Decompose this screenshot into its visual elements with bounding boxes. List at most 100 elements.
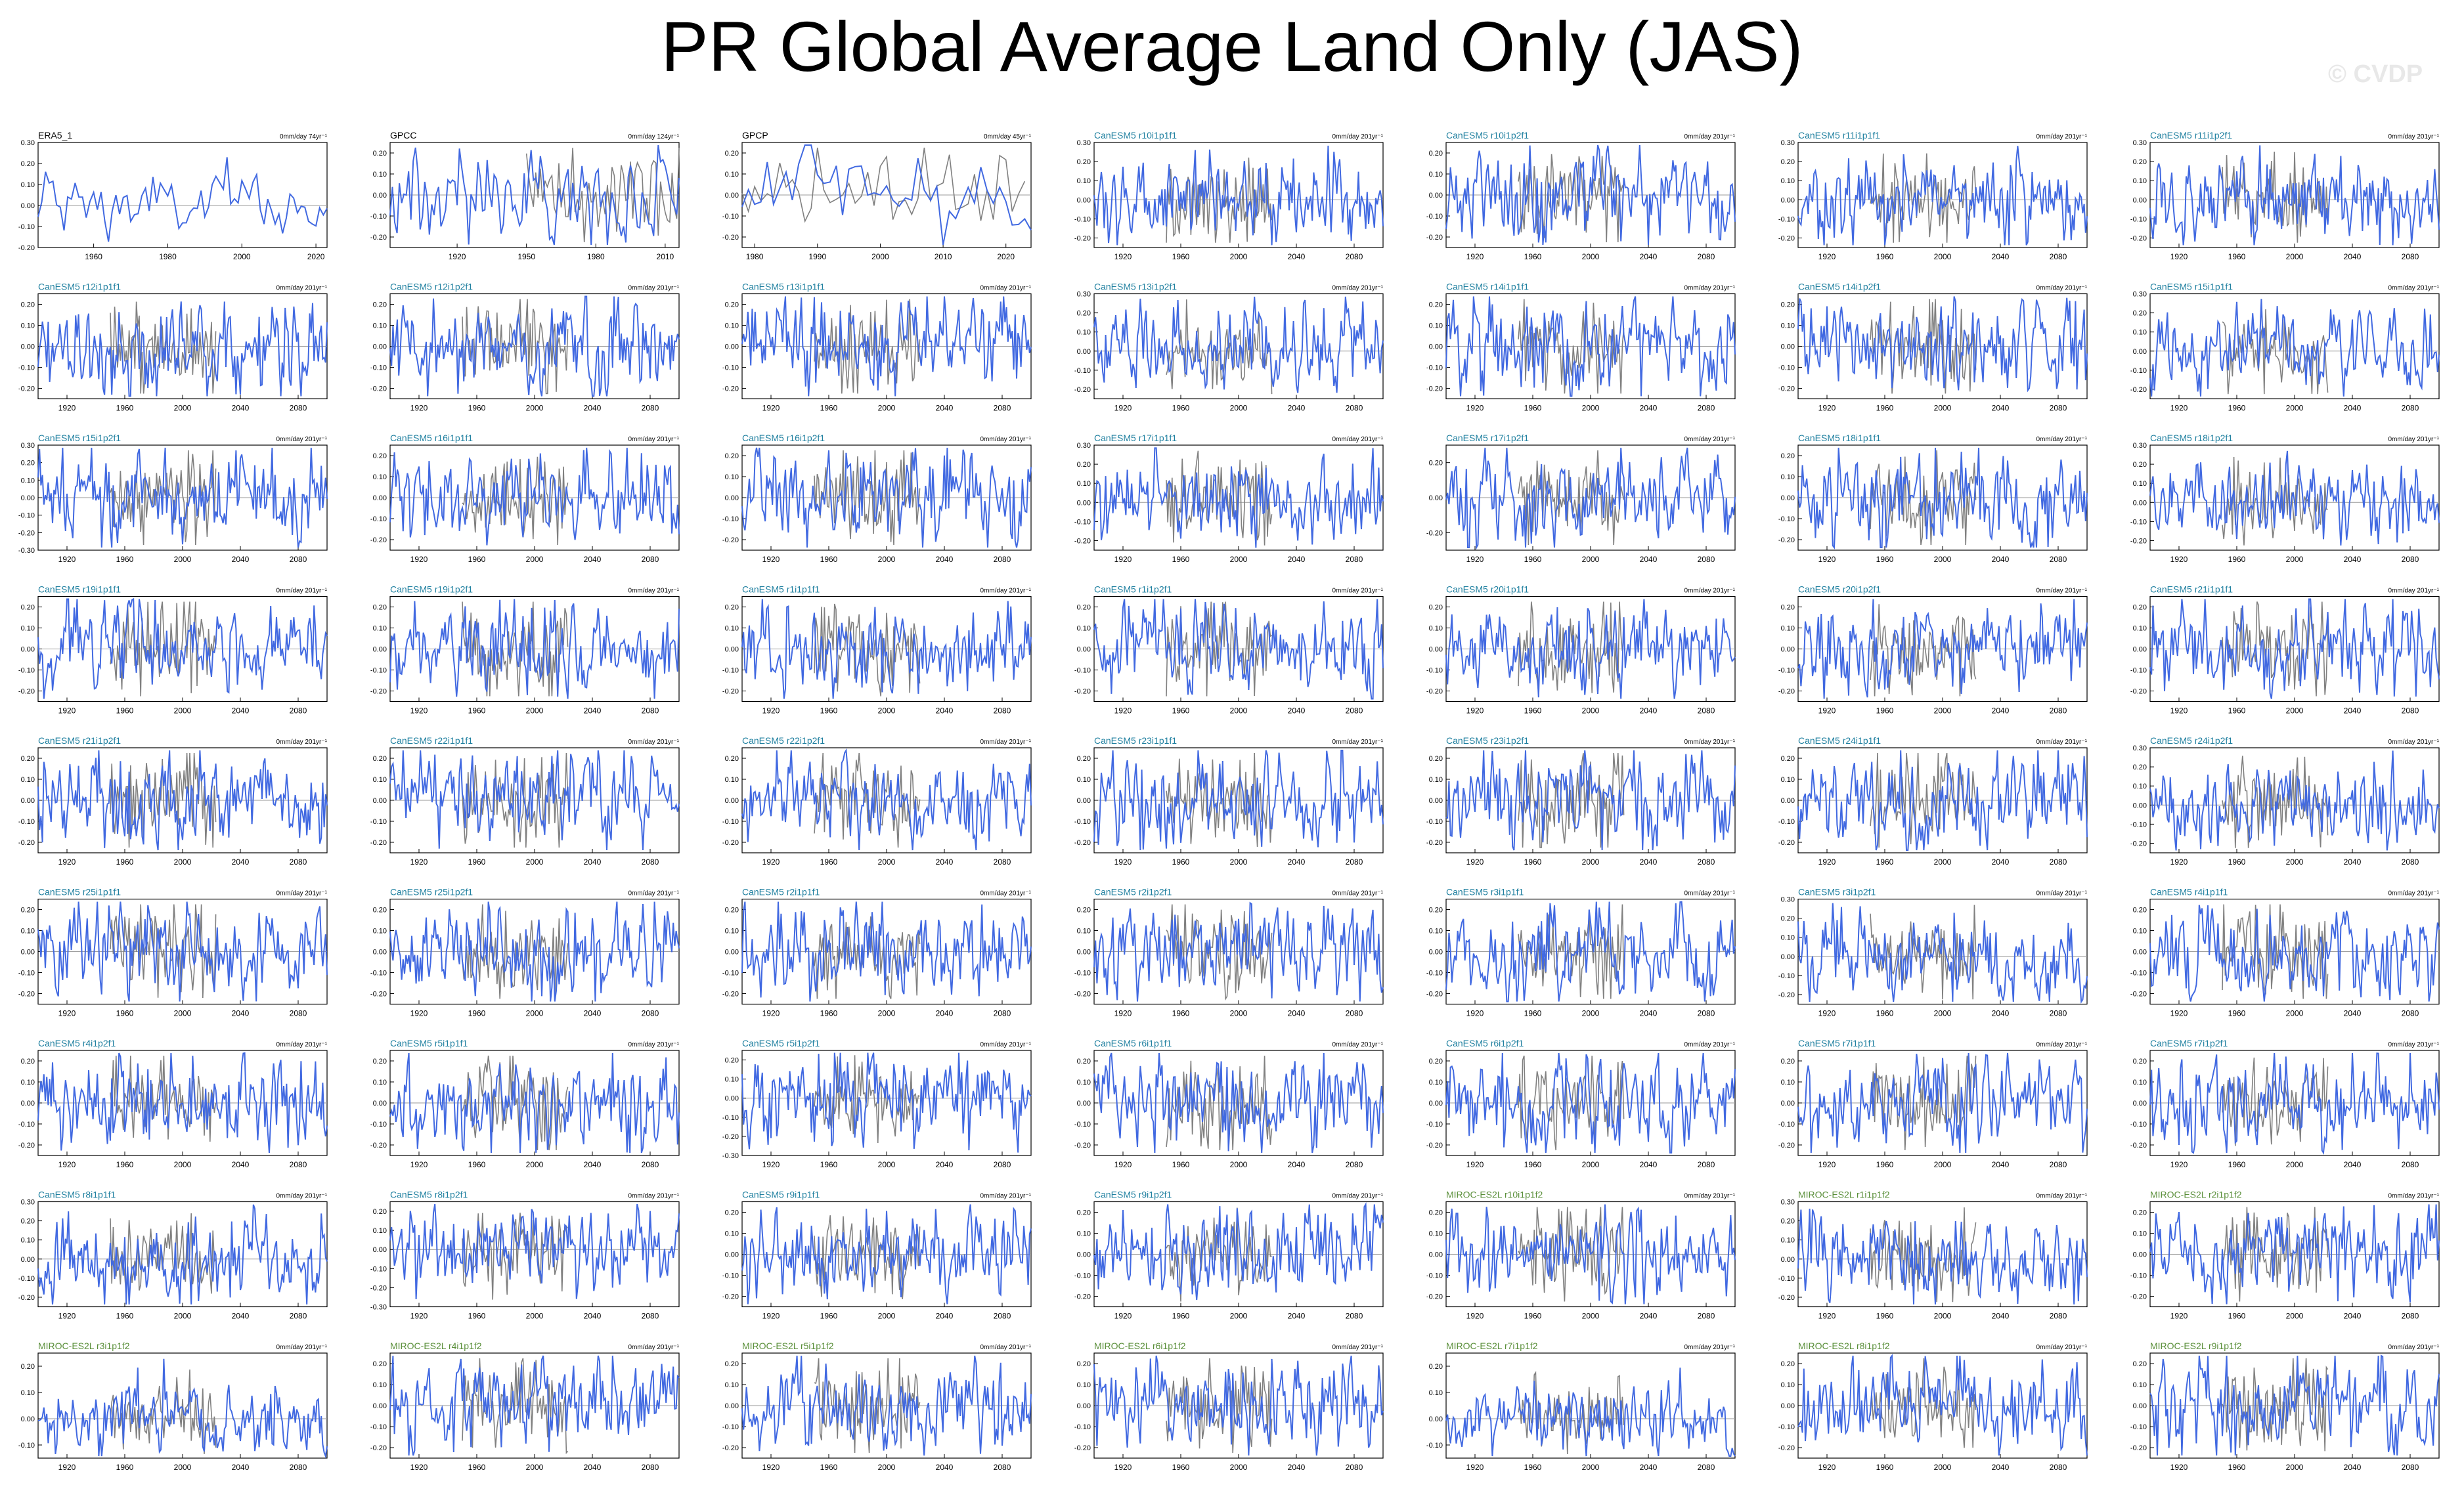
y-tick-label: -0.10 — [370, 667, 387, 675]
panel-title: MIROC-ES2L r7i1p1f2 — [1446, 1341, 1538, 1351]
y-tick-label: 0.00 — [1429, 646, 1443, 654]
x-tick-label: 2000 — [2286, 252, 2304, 261]
y-tick-label: -0.20 — [2130, 1142, 2147, 1150]
y-tick-label: 0.10 — [725, 928, 739, 936]
x-tick-label: 1960 — [1172, 1463, 1190, 1472]
y-tick-label: 0.20 — [1781, 158, 1795, 166]
y-tick-label: 0.10 — [373, 1227, 387, 1235]
y-tick-label: 0.00 — [1429, 494, 1443, 502]
y-tick-label: -0.10 — [1778, 1275, 1795, 1283]
x-tick-label: 2080 — [290, 857, 307, 867]
y-tick-label: -0.30 — [370, 1304, 387, 1312]
panel-title: GPCC — [390, 130, 416, 140]
panel: CanESM5 r7i1p1f1 0mm/day 201yr⁻¹ 0.20 0.10 0… — [1778, 1038, 2088, 1169]
x-tick-label: 2000 — [878, 857, 896, 867]
x-tick-label: 2000 — [1582, 857, 1600, 867]
obs-series-line — [2222, 456, 2328, 546]
x-tick-label: 2000 — [1230, 1160, 1248, 1169]
x-tick-label: 2000 — [526, 1160, 544, 1169]
panel-title: CanESM5 r17i1p2f1 — [1446, 433, 1529, 443]
x-tick-label: 1960 — [468, 404, 486, 413]
panel: CanESM5 r4i1p2f1 0mm/day 201yr⁻¹ 0.20 0.10 0… — [18, 1038, 328, 1169]
x-tick-label: 2040 — [232, 857, 250, 867]
y-tick-label: 0.20 — [21, 460, 35, 467]
trend-label: 0mm/day 201yr⁻¹ — [1332, 285, 1383, 292]
y-tick-label: 0.00 — [21, 202, 35, 210]
y-tick-label: -0.10 — [370, 818, 387, 826]
plot-frame — [1445, 1352, 1736, 1459]
trend-label: 0mm/day 45yr⁻¹ — [984, 133, 1032, 140]
y-tick-label: 0.00 — [1429, 1251, 1443, 1259]
y-tick-label: -0.30 — [18, 547, 35, 555]
y-tick-label: 0.30 — [2133, 139, 2147, 147]
y-tick-label: 0.20 — [1781, 755, 1795, 763]
trend-label: 0mm/day 201yr⁻¹ — [2388, 133, 2439, 140]
panel: CanESM5 r20i1p2f1 0mm/day 201yr⁻¹ 0.20 0.10… — [1778, 584, 2088, 716]
x-tick-label: 2080 — [2402, 1160, 2419, 1169]
x-tick-label: 1960 — [1876, 252, 1894, 261]
x-tick-label: 2080 — [290, 404, 307, 413]
panel: CanESM5 r3i1p2f1 0mm/day 201yr⁻¹ 0.30 0.20 0… — [1778, 887, 2088, 1018]
y-tick-label: 0.00 — [21, 343, 35, 351]
y-tick-label: -0.20 — [1074, 688, 1091, 696]
x-tick-label: 1920 — [1466, 857, 1484, 867]
y-tick-label: 0.20 — [1077, 461, 1091, 469]
panel-title: CanESM5 r21i1p1f1 — [2150, 584, 2233, 595]
x-tick-label: 2040 — [936, 404, 954, 413]
panel-title: CanESM5 r1i1p1f1 — [742, 584, 820, 595]
panel-title: CanESM5 r18i1p1f1 — [1798, 433, 1881, 443]
trend-label: 0mm/day 201yr⁻¹ — [1684, 739, 1735, 746]
y-tick-label: 0.00 — [1429, 797, 1443, 805]
panel: CanESM5 r23i1p2f1 0mm/day 201yr⁻¹ 0.20 0.10… — [1426, 735, 1736, 867]
panel: CanESM5 r8i1p1f1 0mm/day 201yr⁻¹ 0.30 0.20 0… — [18, 1190, 328, 1321]
y-tick-label: -0.20 — [18, 688, 35, 696]
x-tick-label: 2000 — [878, 555, 896, 564]
x-tick-label: 1920 — [58, 857, 76, 867]
x-tick-label: 1960 — [1876, 857, 1894, 867]
y-tick-label: 0.10 — [2133, 928, 2147, 936]
y-tick-label: 0.20 — [725, 301, 739, 309]
panel-title: MIROC-ES2L r9i1p1f2 — [2150, 1341, 2242, 1351]
obs-series-line — [110, 301, 217, 394]
model-series-line — [389, 295, 680, 397]
x-tick-label: 2000 — [2286, 1160, 2304, 1169]
y-tick-label: 0.10 — [1781, 1079, 1795, 1087]
obs-series-line — [462, 1358, 569, 1455]
x-tick-label: 1960 — [1172, 706, 1190, 716]
x-tick-label: 1960 — [116, 404, 134, 413]
y-tick-label: -0.20 — [1426, 688, 1443, 696]
y-tick-label: 0.20 — [21, 301, 35, 309]
x-tick-label: 2000 — [526, 1009, 544, 1018]
model-series-line — [2149, 299, 2440, 397]
y-tick-label: -0.20 — [1426, 991, 1443, 999]
model-series-line — [741, 447, 1032, 548]
panel-title: MIROC-ES2L r3i1p1f2 — [38, 1341, 130, 1351]
panel: CanESM5 r24i1p1f1 0mm/day 201yr⁻¹ 0.20 0.10… — [1778, 735, 2088, 867]
panel-title: CanESM5 r13i1p1f1 — [742, 282, 825, 292]
model-series-line — [741, 144, 1032, 246]
x-tick-label: 2080 — [2050, 1463, 2067, 1472]
y-tick-label: 0.20 — [2133, 764, 2147, 771]
panel-title: ERA5_1 — [38, 130, 72, 140]
y-tick-label: 0.20 — [725, 150, 739, 158]
x-tick-label: 1980 — [159, 252, 177, 261]
x-tick-label: 2040 — [1992, 857, 2010, 867]
x-tick-label: 2080 — [1346, 1009, 1363, 1018]
y-tick-label: 0.00 — [373, 1402, 387, 1410]
x-tick-label: 1960 — [1172, 1312, 1190, 1321]
y-tick-label: -0.10 — [370, 515, 387, 523]
model-series-line — [1445, 447, 1736, 550]
y-tick-label: 0.20 — [21, 755, 35, 763]
y-tick-label: 0.10 — [21, 1237, 35, 1245]
x-tick-label: 2000 — [2286, 1463, 2304, 1472]
y-tick-label: -0.20 — [722, 991, 739, 999]
trend-label: 0mm/day 201yr⁻¹ — [1332, 1041, 1383, 1048]
x-tick-label: 1920 — [1818, 1312, 1836, 1321]
model-series-line — [2149, 450, 2440, 546]
x-tick-label: 2040 — [936, 857, 954, 867]
trend-label: 0mm/day 201yr⁻¹ — [2036, 436, 2087, 443]
panel-title: CanESM5 r15i1p1f1 — [2150, 282, 2233, 292]
panel: MIROC-ES2L r7i1p1f2 0mm/day 201yr⁻¹ 0.20 0.… — [1426, 1341, 1736, 1472]
obs-series-line — [1870, 604, 1977, 697]
panel-title: CanESM5 r1i1p2f1 — [1094, 584, 1172, 595]
